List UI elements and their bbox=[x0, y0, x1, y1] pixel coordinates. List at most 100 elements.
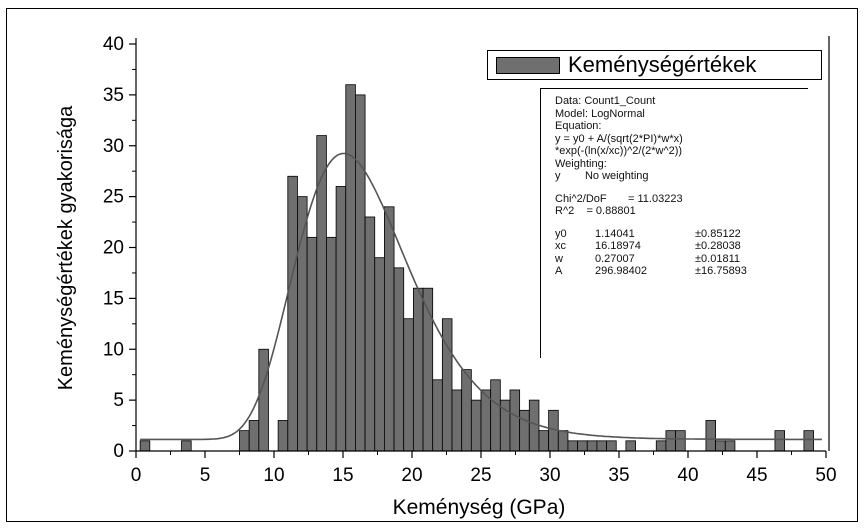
param-row: y0 1.14041 ±0.85122 bbox=[555, 228, 808, 241]
x-tick-label: 35 bbox=[608, 465, 629, 486]
legend-label: Keménységértékek bbox=[568, 52, 757, 77]
histogram-bar bbox=[374, 257, 385, 452]
x-tick-label: 25 bbox=[470, 465, 491, 486]
chart-frame bbox=[6, 8, 858, 522]
x-tick-label: 20 bbox=[401, 465, 422, 486]
y-tick-label: 30 bbox=[103, 136, 124, 157]
param-row: A 296.98402 ±16.75893 bbox=[555, 265, 808, 278]
histogram-bar bbox=[345, 84, 356, 452]
x-tick-label: 15 bbox=[332, 465, 353, 486]
axes-group: 0 5 10 15 20 25 30 35 40 45 50 0 5 10 15 20 25 30 35 40 bbox=[103, 34, 837, 486]
x-axis-label: Keménység (GPa) bbox=[393, 496, 566, 519]
param-name: A bbox=[555, 265, 563, 277]
histogram-bar bbox=[461, 369, 472, 452]
histogram-bar bbox=[705, 420, 717, 452]
histogram-bar bbox=[577, 440, 588, 452]
stats-line: Data: Count1_Count bbox=[555, 95, 656, 107]
histogram-bar bbox=[181, 440, 192, 452]
x-tick-label: 45 bbox=[746, 465, 767, 486]
histogram-bar bbox=[715, 440, 726, 452]
y-axis-label: Keménységértékek gyakorisága bbox=[55, 105, 77, 390]
histogram-bar bbox=[451, 389, 463, 452]
histogram-bar bbox=[596, 440, 607, 452]
legend: Keménységértékek bbox=[487, 50, 822, 80]
x-tick-label: 0 bbox=[131, 465, 142, 486]
histogram-bar bbox=[724, 440, 736, 452]
histogram-bar bbox=[316, 135, 327, 452]
histogram-bar bbox=[441, 318, 453, 452]
histogram-bar bbox=[139, 440, 151, 452]
histogram-bar bbox=[567, 440, 579, 452]
histogram-bar bbox=[364, 216, 376, 452]
histogram-bar bbox=[655, 440, 667, 452]
param-value: 1.14041 bbox=[595, 227, 635, 240]
stats-line: y No weighting bbox=[555, 170, 649, 182]
histogram-bar bbox=[326, 236, 337, 452]
histogram-bar bbox=[606, 440, 617, 452]
y-tick-label: 0 bbox=[113, 441, 124, 462]
histogram-bar bbox=[412, 287, 424, 452]
fit-statistics-box: Data: Count1_Count Model: LogNormal Equa… bbox=[540, 88, 808, 358]
histogram-bar bbox=[355, 94, 366, 452]
histogram-bar bbox=[470, 399, 482, 452]
y-tick-label: 25 bbox=[103, 187, 124, 208]
stats-line: Weighting: bbox=[555, 157, 607, 170]
x-tick-label: 30 bbox=[539, 465, 560, 486]
param-row: xc 16.18974 ±0.28038 bbox=[555, 240, 808, 253]
histogram-bar bbox=[239, 430, 250, 452]
stats-line: y = y0 + A/(sqrt(2*PI)*w*x) bbox=[555, 132, 683, 145]
y-tick-label: 35 bbox=[103, 85, 124, 106]
histogram-bar bbox=[403, 318, 414, 452]
param-name: w bbox=[555, 252, 563, 265]
y-tick-label: 10 bbox=[103, 339, 124, 360]
y-tick-label: 5 bbox=[113, 390, 124, 411]
stats-line: Model: LogNormal bbox=[555, 107, 645, 120]
param-error: ±0.28038 bbox=[695, 240, 741, 252]
param-value: 296.98402 bbox=[595, 265, 647, 277]
x-tick-label: 50 bbox=[815, 465, 836, 486]
histogram-bar bbox=[538, 430, 550, 452]
legend-swatch bbox=[496, 57, 560, 74]
param-error: ±0.01811 bbox=[695, 252, 740, 265]
histogram-bar bbox=[432, 379, 443, 452]
lognormal-fit-curve bbox=[140, 152, 822, 441]
histogram-bar bbox=[287, 175, 298, 452]
x-tick-label: 10 bbox=[263, 465, 284, 486]
histogram-bar bbox=[509, 389, 521, 452]
param-row: w 0.27007 ±0.01811 bbox=[555, 253, 808, 266]
histogram-bar bbox=[803, 430, 814, 452]
param-error: ±16.75893 bbox=[695, 265, 747, 277]
chi-square-line: Chi^2/DoF = 11.03223 bbox=[555, 192, 683, 205]
histogram-bar bbox=[665, 430, 676, 452]
histogram-bar bbox=[335, 186, 347, 452]
y-tick-label: 20 bbox=[103, 238, 124, 259]
histogram-bar bbox=[277, 420, 289, 452]
histogram-bar bbox=[557, 430, 569, 452]
histogram-bar bbox=[490, 379, 501, 452]
param-value: 0.27007 bbox=[595, 252, 635, 265]
param-name: y0 bbox=[555, 227, 567, 240]
param-name: xc bbox=[555, 240, 566, 252]
histogram-bar bbox=[519, 409, 530, 452]
histogram-bar bbox=[306, 236, 318, 452]
histogram-bar bbox=[248, 420, 260, 452]
histogram-bar bbox=[774, 430, 786, 452]
param-value: 16.18974 bbox=[595, 240, 641, 252]
histogram-bar bbox=[422, 287, 434, 452]
histogram-bar bbox=[625, 440, 636, 452]
x-tick-label: 5 bbox=[200, 465, 211, 486]
y-tick-label: 15 bbox=[103, 288, 124, 309]
param-error: ±0.85122 bbox=[695, 227, 741, 240]
stats-line: *exp(-(ln(x/xc))^2/(2*w^2)) bbox=[555, 145, 683, 157]
y-tick-label: 40 bbox=[103, 34, 124, 55]
histogram-bar bbox=[383, 206, 395, 452]
histogram-bar bbox=[675, 430, 686, 452]
histogram-bar bbox=[393, 267, 405, 452]
histogram-bar bbox=[258, 348, 269, 452]
histogram-bar bbox=[586, 440, 598, 452]
r-square-line: R^2 = 0.88801 bbox=[555, 205, 636, 217]
stats-line: Equation: bbox=[555, 120, 602, 132]
histogram-bar bbox=[480, 389, 492, 452]
x-tick-label: 40 bbox=[677, 465, 698, 486]
